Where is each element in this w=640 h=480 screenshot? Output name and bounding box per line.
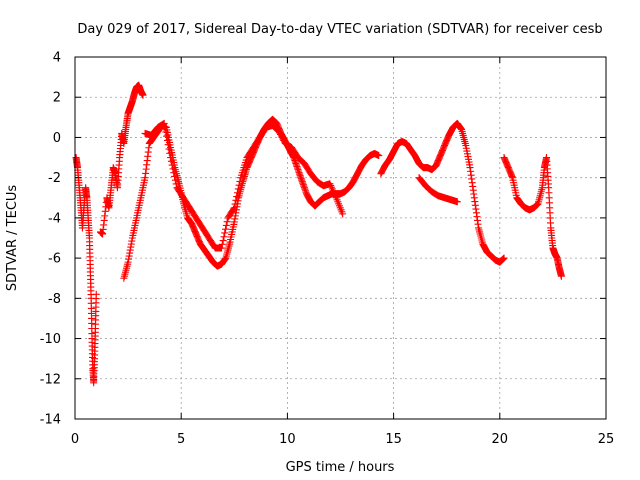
data-point-fill (279, 135, 287, 143)
series-afternoon-hump (377, 119, 508, 266)
y-tick-label: -8 (48, 292, 61, 307)
y-tick-label: 0 (53, 131, 61, 146)
data-point-fill (277, 132, 285, 140)
y-tick-label: -10 (40, 332, 61, 347)
data-point-fill (168, 161, 176, 169)
series-morning-rise (96, 81, 147, 238)
data-point-fill (163, 132, 171, 140)
data-point (326, 180, 334, 188)
y-tick-label: -6 (48, 252, 61, 267)
x-tick-label: 0 (71, 432, 79, 447)
data-point (139, 91, 147, 99)
data-point-fill (231, 200, 239, 208)
data-point-fill (166, 149, 174, 157)
data-point (160, 119, 168, 127)
data-point-fill (327, 183, 335, 191)
data-point-fill (233, 193, 241, 201)
y-tick-label: 4 (53, 51, 61, 66)
data-point (557, 272, 565, 280)
data-point-fill (330, 188, 338, 196)
data-point (167, 154, 175, 162)
data-point-fill (328, 185, 336, 193)
y-tick-label: -12 (40, 372, 61, 387)
data-point-fill (276, 130, 284, 138)
data-point-fill (165, 145, 173, 153)
data-point (230, 204, 238, 212)
y-tick-label: 2 (53, 91, 61, 106)
data-point-fill (235, 181, 243, 189)
data-point-fill (327, 181, 335, 189)
series-evening-fragments (500, 154, 565, 280)
data-point-fill (331, 190, 339, 198)
data-point (339, 210, 347, 218)
data-point-fill (331, 192, 339, 200)
x-tick-label: 20 (492, 432, 509, 447)
data-point (92, 290, 100, 298)
data-point (453, 198, 461, 206)
data-point (375, 152, 383, 160)
data-point-fill (278, 133, 286, 141)
data-point-fill (172, 180, 180, 188)
data-point-fill (171, 172, 179, 180)
y-tick-label: -4 (48, 211, 61, 226)
data-point-fill (233, 189, 241, 197)
data-point-fill (280, 136, 288, 144)
data-point (218, 244, 226, 252)
data-point-fill (218, 240, 226, 248)
series-secondary-trace (141, 119, 347, 252)
data-point-fill (164, 141, 172, 149)
data-point-fill (163, 136, 171, 144)
data-point-fill (230, 205, 238, 213)
x-tick-label: 15 (385, 432, 402, 447)
data-point-fill (232, 196, 240, 204)
data-point-fill (162, 128, 170, 136)
data-point-fill (219, 237, 227, 245)
y-tick-label: -2 (48, 171, 61, 186)
data-point-fill (171, 176, 179, 184)
data-points (72, 81, 565, 387)
series-afternoon-lower (415, 174, 461, 206)
data-point-fill (223, 218, 231, 226)
data-point (275, 127, 283, 135)
plot-frame (74, 56, 607, 420)
chart-title: Day 029 of 2017, Sidereal Day-to-day VTE… (77, 22, 602, 37)
axis-ticks: 0 5 10 15 20 25 -14 -12 -10 -8 -6 -4 -2 0 2 4 (40, 51, 615, 448)
data-point-fill (329, 187, 337, 195)
y-tick-label: -14 (40, 413, 61, 428)
data-point-fill (169, 165, 177, 173)
y-axis-label: SDTVAR / TECUs (5, 185, 20, 292)
data-point-fill (167, 157, 175, 165)
x-tick-label: 10 (279, 432, 296, 447)
x-tick-label: 25 (598, 432, 615, 447)
x-tick-label: 5 (177, 432, 185, 447)
data-point-fill (161, 124, 169, 132)
data-point-fill (170, 169, 178, 177)
data-point-fill (276, 129, 284, 137)
data-point-fill (221, 229, 229, 237)
data-point-fill (220, 233, 228, 241)
x-axis-label: GPS time / hours (286, 460, 395, 475)
grid (75, 57, 606, 419)
data-point-fill (222, 225, 230, 233)
data-point (500, 254, 508, 262)
data-point-fill (234, 185, 242, 193)
data-point-fill (236, 177, 244, 185)
data-point-fill (222, 221, 230, 229)
